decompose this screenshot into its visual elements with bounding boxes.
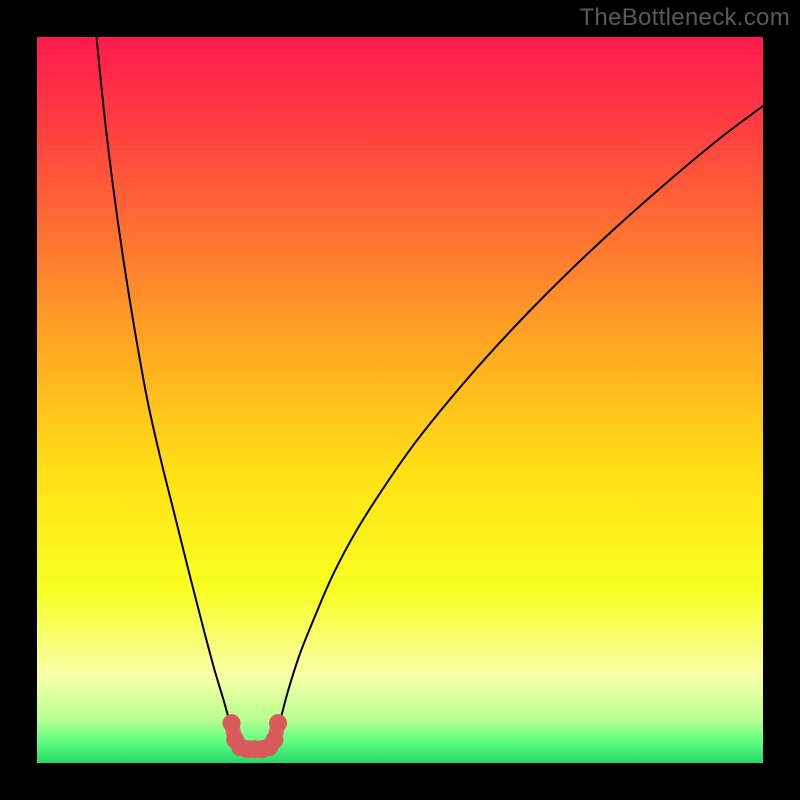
curve-right (274, 106, 763, 740)
valley-markers (223, 714, 287, 758)
watermark-text: TheBottleneck.com (579, 4, 790, 32)
chart-container (37, 37, 763, 763)
curve-left (97, 37, 236, 740)
chart-curves (37, 37, 763, 763)
